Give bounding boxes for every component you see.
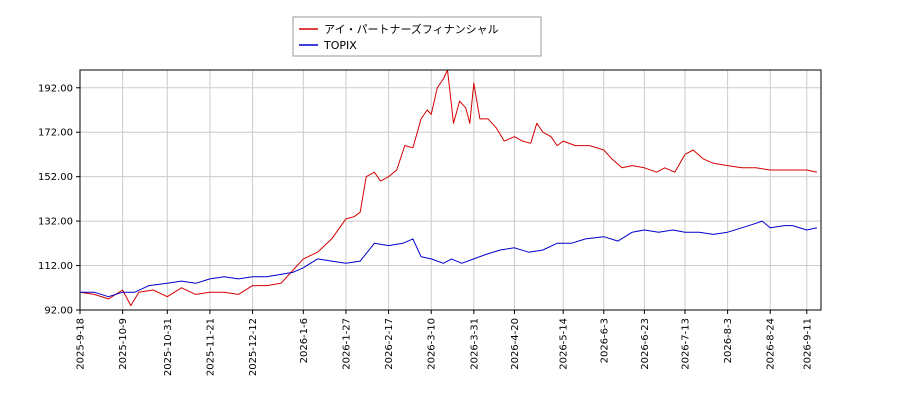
x-tick-label: 2026-2-17: [384, 318, 395, 370]
y-axis: 192.00 172.00 152.00 132.00 112.00 92.00: [38, 83, 80, 317]
x-tick-label: 2025-12-12: [248, 318, 259, 376]
x-tick-label: 2025-11-21: [205, 318, 216, 376]
y-tick-label: 192.00: [38, 83, 73, 94]
y-tick-label: 132.00: [38, 217, 73, 228]
x-tick-label: 2026-6-3: [599, 318, 610, 363]
x-tick-label: 2026-1-6: [299, 318, 310, 363]
plot-frame: [79, 69, 822, 311]
x-tick-label: 2026-7-13: [680, 318, 691, 370]
x-tick-label: 2026-6-23: [640, 318, 651, 370]
series-line-1: [79, 69, 818, 307]
y-tick-label: 112.00: [38, 261, 73, 272]
x-tick-label: 2026-8-24: [766, 318, 777, 370]
y-tick-label: 172.00: [38, 128, 73, 139]
x-tick-label: 2026-1-27: [341, 318, 352, 370]
x-axis: 2025-9-18 2025-10-9 2025-10-31 2025-11-21 20…: [76, 310, 813, 376]
legend-box: [292, 16, 542, 57]
x-tick-label: 2026-3-10: [427, 318, 438, 370]
legend: アイ・パートナーズフィナンシャル TOPIX: [292, 16, 542, 57]
x-tick-label: 2026-5-14: [559, 318, 570, 370]
x-tick-label: 2026-9-11: [802, 318, 813, 370]
x-tick-label: 2026-4-20: [510, 318, 521, 370]
y-tick-label: 152.00: [38, 172, 73, 183]
grid: [79, 70, 821, 311]
x-tick-label: 2026-3-31: [469, 318, 480, 370]
y-tick-label: 92.00: [44, 306, 73, 317]
series-lines: [79, 69, 818, 307]
legend-label-series-2: TOPIX: [323, 39, 357, 52]
x-tick-label: 2025-10-31: [163, 318, 174, 376]
x-tick-label: 2026-8-3: [723, 318, 734, 363]
series-line-2: [80, 220, 818, 298]
x-tick-label: 2025-10-9: [118, 318, 129, 370]
legend-label-series-1: アイ・パートナーズフィナンシャル: [324, 22, 499, 36]
x-tick-label: 2025-9-18: [76, 318, 87, 370]
